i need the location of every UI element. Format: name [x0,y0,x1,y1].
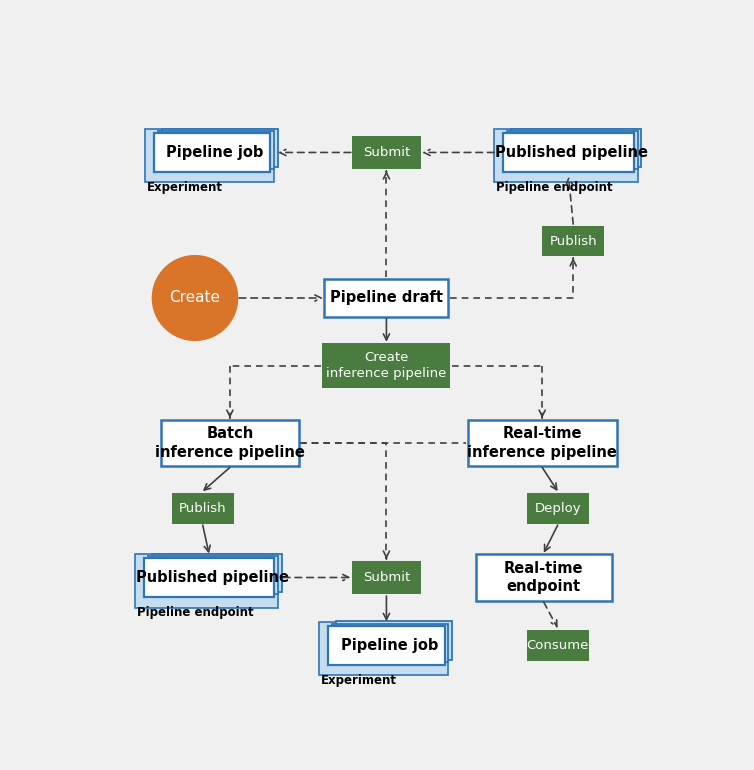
FancyBboxPatch shape [319,622,449,675]
FancyBboxPatch shape [527,493,589,524]
Text: Real-time
endpoint: Real-time endpoint [504,561,584,594]
FancyBboxPatch shape [527,630,589,661]
FancyBboxPatch shape [148,556,278,594]
Text: Published pipeline: Published pipeline [495,145,648,160]
FancyBboxPatch shape [494,129,638,182]
FancyBboxPatch shape [145,129,274,182]
FancyBboxPatch shape [161,420,299,466]
FancyBboxPatch shape [476,554,611,601]
Text: Create
inference pipeline: Create inference pipeline [326,351,446,380]
FancyBboxPatch shape [152,554,282,592]
Text: Experiment: Experiment [321,674,397,687]
FancyBboxPatch shape [507,131,638,169]
Text: Submit: Submit [363,146,410,159]
Text: Pipeline endpoint: Pipeline endpoint [137,606,253,619]
Text: Deploy: Deploy [535,502,581,514]
Circle shape [152,256,238,340]
FancyBboxPatch shape [542,226,604,256]
FancyBboxPatch shape [154,133,270,172]
Text: Consume: Consume [526,639,589,651]
FancyBboxPatch shape [333,624,449,662]
Text: Published pipeline: Published pipeline [136,570,289,585]
FancyBboxPatch shape [504,133,633,172]
FancyBboxPatch shape [161,129,278,167]
Text: Pipeline job: Pipeline job [167,145,264,160]
FancyBboxPatch shape [134,554,278,608]
FancyBboxPatch shape [467,420,617,466]
Text: Pipeline draft: Pipeline draft [330,290,443,306]
FancyBboxPatch shape [172,493,234,524]
FancyBboxPatch shape [352,561,421,594]
Text: Create: Create [170,290,220,306]
FancyBboxPatch shape [324,279,449,317]
Text: Publish: Publish [179,502,226,514]
Text: Batch
inference pipeline: Batch inference pipeline [155,426,305,460]
FancyBboxPatch shape [352,136,421,169]
FancyBboxPatch shape [328,626,445,665]
Text: Submit: Submit [363,571,410,584]
Text: Experiment: Experiment [147,181,223,194]
Text: Publish: Publish [550,235,597,247]
FancyBboxPatch shape [336,621,452,660]
Text: Pipeline endpoint: Pipeline endpoint [496,181,613,194]
FancyBboxPatch shape [144,558,274,597]
Text: Pipeline job: Pipeline job [341,638,438,653]
Text: Real-time
inference pipeline: Real-time inference pipeline [467,426,617,460]
FancyBboxPatch shape [323,343,450,388]
FancyBboxPatch shape [158,131,274,169]
FancyBboxPatch shape [511,129,642,167]
